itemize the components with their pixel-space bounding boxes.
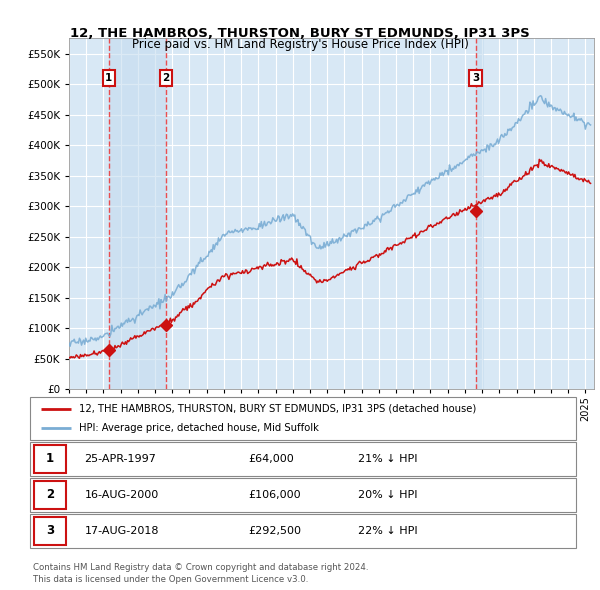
Text: Price paid vs. HM Land Registry's House Price Index (HPI): Price paid vs. HM Land Registry's House … — [131, 38, 469, 51]
Text: 1: 1 — [46, 452, 54, 466]
FancyBboxPatch shape — [30, 478, 576, 512]
Text: 1: 1 — [106, 73, 113, 83]
Bar — [476, 38, 484, 389]
FancyBboxPatch shape — [34, 445, 66, 473]
Bar — [109, 38, 166, 389]
FancyBboxPatch shape — [30, 442, 576, 476]
Text: Contains HM Land Registry data © Crown copyright and database right 2024.
This d: Contains HM Land Registry data © Crown c… — [33, 563, 368, 584]
Text: 12, THE HAMBROS, THURSTON, BURY ST EDMUNDS, IP31 3PS (detached house): 12, THE HAMBROS, THURSTON, BURY ST EDMUN… — [79, 404, 476, 414]
FancyBboxPatch shape — [30, 397, 576, 440]
Text: 22% ↓ HPI: 22% ↓ HPI — [358, 526, 417, 536]
Text: 17-AUG-2018: 17-AUG-2018 — [85, 526, 159, 536]
FancyBboxPatch shape — [34, 481, 66, 509]
Text: 16-AUG-2000: 16-AUG-2000 — [85, 490, 159, 500]
Text: 3: 3 — [472, 73, 479, 83]
Text: £64,000: £64,000 — [248, 454, 294, 464]
Text: 2: 2 — [162, 73, 169, 83]
FancyBboxPatch shape — [34, 517, 66, 545]
Text: 25-APR-1997: 25-APR-1997 — [85, 454, 157, 464]
Text: 20% ↓ HPI: 20% ↓ HPI — [358, 490, 417, 500]
Text: 2: 2 — [46, 488, 54, 501]
FancyBboxPatch shape — [30, 514, 576, 548]
Text: 12, THE HAMBROS, THURSTON, BURY ST EDMUNDS, IP31 3PS: 12, THE HAMBROS, THURSTON, BURY ST EDMUN… — [70, 27, 530, 40]
Text: £292,500: £292,500 — [248, 526, 301, 536]
Text: HPI: Average price, detached house, Mid Suffolk: HPI: Average price, detached house, Mid … — [79, 423, 319, 433]
Text: 21% ↓ HPI: 21% ↓ HPI — [358, 454, 417, 464]
Text: £106,000: £106,000 — [248, 490, 301, 500]
Text: 3: 3 — [46, 524, 54, 537]
